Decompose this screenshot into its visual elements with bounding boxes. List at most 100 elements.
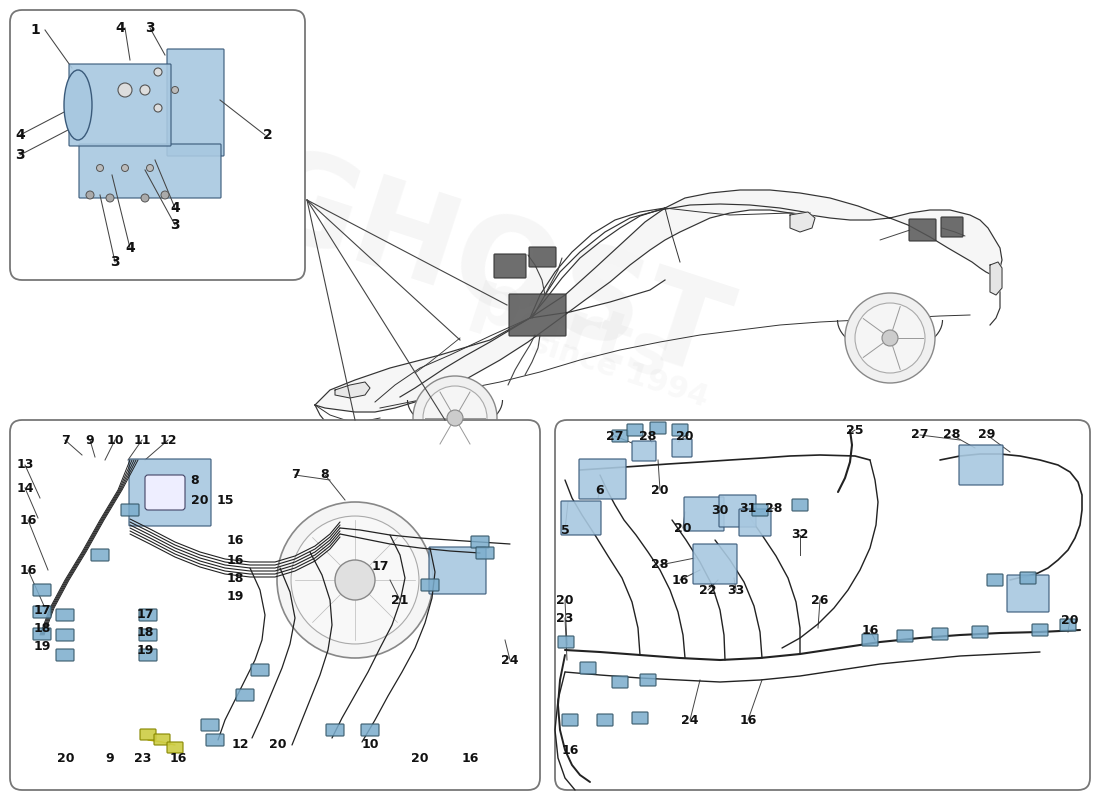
Text: 24: 24 [502,654,519,666]
Text: 6: 6 [596,483,604,497]
FancyBboxPatch shape [154,734,170,745]
Text: 25: 25 [846,423,864,437]
FancyBboxPatch shape [632,712,648,724]
Circle shape [845,293,935,383]
Text: 10: 10 [107,434,123,446]
FancyBboxPatch shape [139,629,157,641]
FancyBboxPatch shape [612,430,628,442]
Circle shape [882,330,898,346]
FancyBboxPatch shape [597,714,613,726]
Text: 30: 30 [712,503,728,517]
Text: 8: 8 [190,474,199,486]
FancyBboxPatch shape [940,217,962,237]
FancyBboxPatch shape [650,422,666,434]
Text: 4: 4 [125,241,135,255]
Text: 17: 17 [33,603,51,617]
Text: 3: 3 [15,148,25,162]
Circle shape [855,303,925,373]
Text: 16: 16 [461,751,478,765]
FancyBboxPatch shape [69,64,170,146]
Text: 16: 16 [20,563,36,577]
Text: 10: 10 [361,738,378,751]
FancyBboxPatch shape [972,626,988,638]
Text: 20: 20 [651,483,669,497]
FancyBboxPatch shape [627,424,644,436]
Circle shape [118,83,132,97]
Text: 20: 20 [411,751,429,765]
Circle shape [106,194,114,202]
Text: 33: 33 [727,583,745,597]
FancyBboxPatch shape [640,674,656,686]
Text: 20: 20 [557,594,574,606]
Text: 20: 20 [676,430,694,442]
Text: 16: 16 [20,514,36,526]
Text: 23: 23 [134,751,152,765]
Circle shape [412,376,497,460]
Text: 7: 7 [290,469,299,482]
FancyBboxPatch shape [752,504,768,516]
FancyBboxPatch shape [612,676,628,688]
Text: 3: 3 [110,255,120,269]
Text: 20: 20 [191,494,209,506]
Circle shape [161,191,169,199]
FancyBboxPatch shape [56,609,74,621]
FancyBboxPatch shape [139,609,157,621]
Text: 27: 27 [606,430,624,442]
Text: since 1994: since 1994 [820,560,971,630]
Text: 16: 16 [227,534,244,546]
Circle shape [140,85,150,95]
Circle shape [154,68,162,76]
FancyBboxPatch shape [580,662,596,674]
Text: 28: 28 [639,430,657,442]
Text: 16: 16 [561,743,579,757]
Text: 18: 18 [33,622,51,634]
FancyBboxPatch shape [140,729,156,740]
Circle shape [97,165,103,171]
Polygon shape [315,190,1002,412]
FancyBboxPatch shape [91,549,109,561]
FancyBboxPatch shape [167,49,224,156]
Text: 32: 32 [791,529,808,542]
FancyBboxPatch shape [56,629,74,641]
Text: 4: 4 [170,201,180,215]
Text: 18: 18 [136,626,154,638]
Circle shape [86,191,94,199]
Text: 19: 19 [136,643,154,657]
FancyBboxPatch shape [509,294,566,336]
Circle shape [172,86,178,94]
Text: 9: 9 [106,751,114,765]
Text: 28: 28 [651,558,669,571]
Text: GHOST: GHOST [667,449,974,611]
FancyBboxPatch shape [10,10,305,280]
Text: parts: parts [462,266,678,394]
Text: 1: 1 [30,23,40,37]
Text: 27: 27 [911,429,928,442]
Text: 5: 5 [561,523,570,537]
FancyBboxPatch shape [33,606,51,618]
FancyBboxPatch shape [909,219,936,241]
Text: 23: 23 [557,611,574,625]
FancyBboxPatch shape [79,144,221,198]
Text: 19: 19 [33,639,51,653]
Text: 9: 9 [86,434,95,446]
Text: 19: 19 [227,590,244,602]
Circle shape [292,516,419,644]
FancyBboxPatch shape [632,441,656,461]
FancyBboxPatch shape [987,574,1003,586]
FancyBboxPatch shape [792,499,808,511]
FancyBboxPatch shape [471,536,490,548]
Text: since 1994: since 1994 [528,328,713,412]
FancyBboxPatch shape [10,420,540,790]
FancyBboxPatch shape [1060,619,1076,631]
FancyBboxPatch shape [562,714,578,726]
Text: 8: 8 [321,469,329,482]
FancyBboxPatch shape [145,475,185,510]
FancyBboxPatch shape [862,634,878,646]
Polygon shape [990,262,1002,295]
FancyBboxPatch shape [121,504,139,516]
Circle shape [154,104,162,112]
FancyBboxPatch shape [959,445,1003,485]
Text: 20: 20 [270,738,287,751]
FancyBboxPatch shape [476,547,494,559]
Circle shape [424,386,487,450]
